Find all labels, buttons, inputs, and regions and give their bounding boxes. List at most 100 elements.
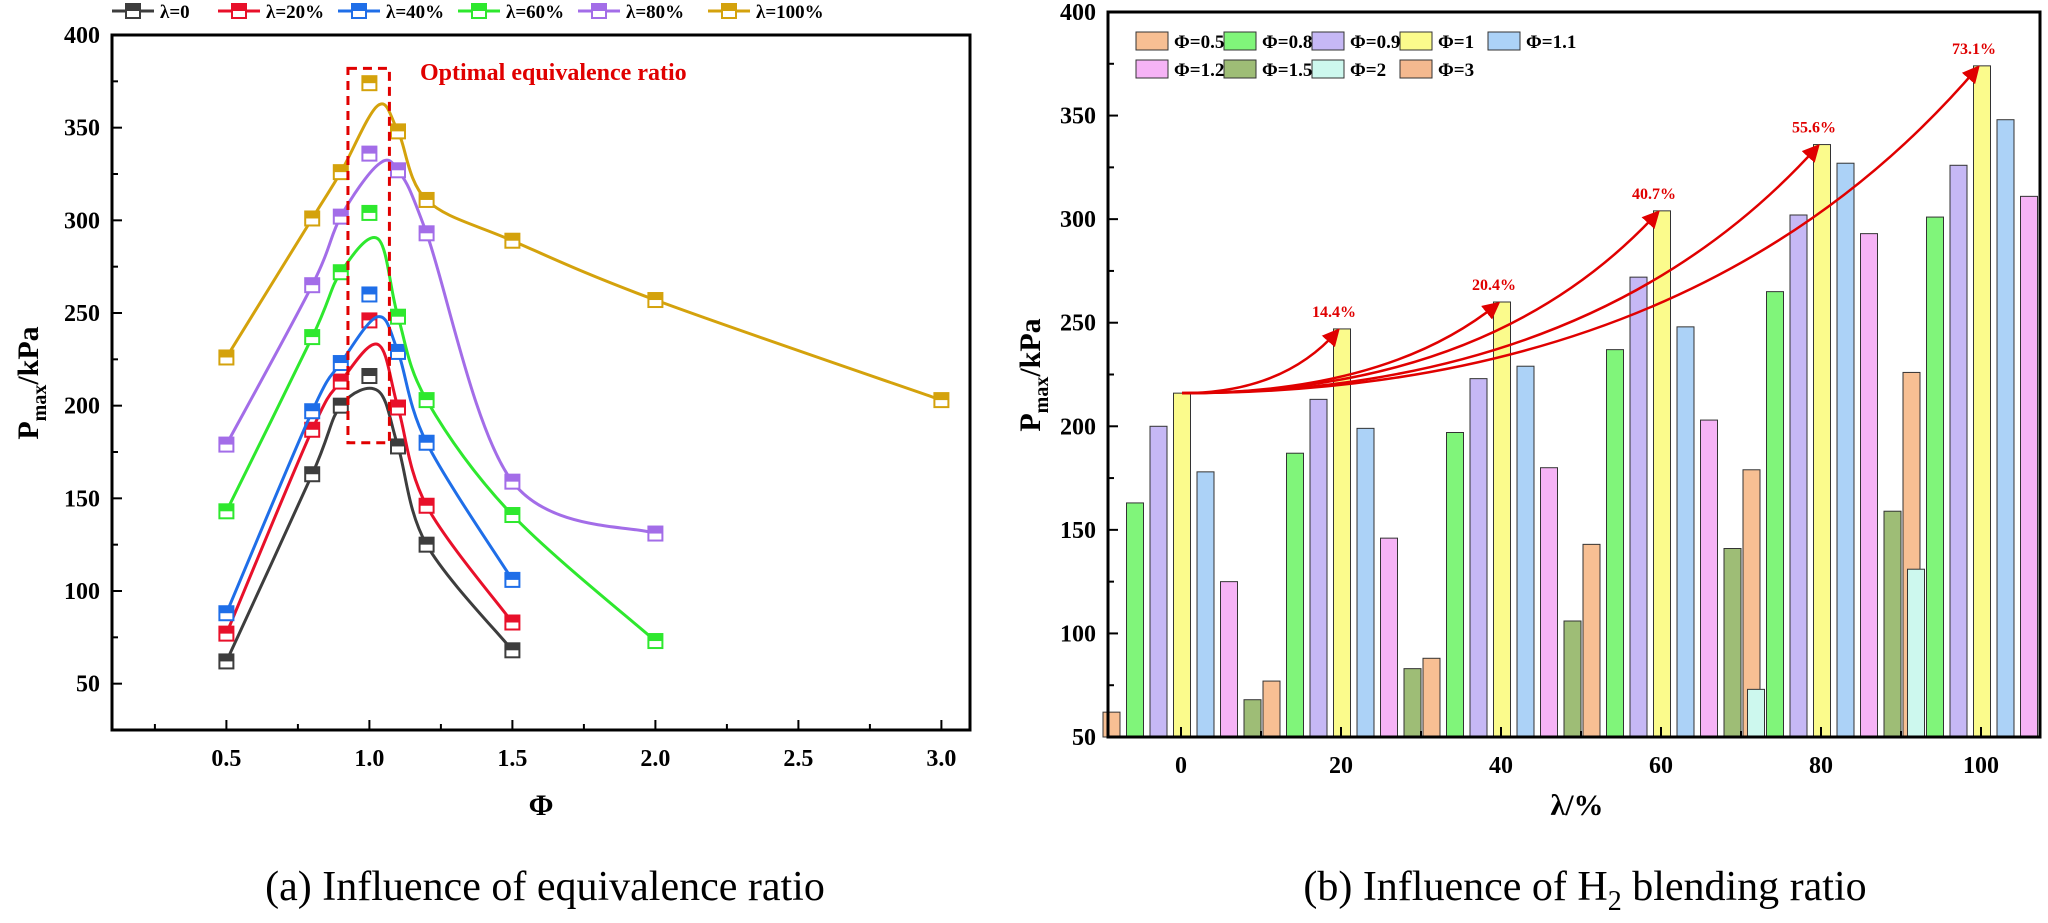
data-point-fill xyxy=(305,211,320,219)
y-tick-label: 100 xyxy=(1060,621,1096,647)
data-point-fill xyxy=(219,606,234,614)
legend-item: Φ=2 xyxy=(1311,59,1386,81)
bar-Φ=1.1-20 xyxy=(1356,427,1375,738)
bar-Φ=1.5-20 xyxy=(1403,668,1422,738)
legend-marker-fill xyxy=(352,4,366,11)
data-point-fill xyxy=(391,309,405,317)
legend-item: λ=80% xyxy=(578,2,684,23)
x-tick-label: 0.5 xyxy=(211,746,241,772)
bar-Φ=0.8-40 xyxy=(1446,432,1464,738)
bar-Φ=1.5-40 xyxy=(1563,620,1582,738)
bar-Φ=1.1-40 xyxy=(1516,365,1535,738)
y-tick-label: 350 xyxy=(64,116,100,142)
panel-b-legend: Φ=0.5 Φ=0.8 Φ=0.9 Φ=1 Φ=1.1 Φ=1.2 Φ=1.5 Φ=2 Φ=3 xyxy=(1135,31,1576,81)
legend-swatch xyxy=(1135,31,1169,51)
bar-Φ=0.8-0 xyxy=(1126,502,1144,738)
bar-Φ=1.2-40 xyxy=(1540,467,1558,738)
x-tick-label: 1.0 xyxy=(354,746,384,772)
legend-label: λ=40% xyxy=(386,2,444,23)
panel-b-caption-sub: 2 xyxy=(1608,886,1622,917)
optimal-ratio-box xyxy=(346,66,391,445)
legend-marker-fill xyxy=(592,4,606,11)
data-point-fill xyxy=(419,226,434,234)
data-point-fill xyxy=(219,654,234,662)
series-λ=40% xyxy=(218,286,521,622)
bar-Φ=0.5-0 xyxy=(1102,711,1121,738)
legend-marker-fill xyxy=(472,4,486,11)
panel-a-ylabel-unit: /kPa xyxy=(12,326,45,385)
series-line xyxy=(225,315,514,614)
data-point-fill xyxy=(362,287,377,295)
legend-marker-fill xyxy=(722,4,736,11)
panel-b-ylabel-sub: max xyxy=(1031,377,1053,414)
legend-label: Φ=0.8 xyxy=(1262,32,1312,53)
legend-label: Φ=1.5 xyxy=(1262,60,1312,81)
legend-label: Φ=1.2 xyxy=(1174,60,1224,81)
bar-Φ=1.2-80 xyxy=(1860,233,1878,738)
x-tick-label: 2.0 xyxy=(640,746,670,772)
legend-label: Φ=0.5 xyxy=(1174,32,1224,53)
data-point-fill xyxy=(305,404,320,412)
series-line xyxy=(225,236,657,643)
bar-Φ=0.5-60 xyxy=(1582,543,1601,738)
bar-Φ=1.5-80 xyxy=(1883,510,1902,738)
y-tick-label: 350 xyxy=(1060,104,1096,130)
data-point-fill xyxy=(333,398,348,406)
series-line xyxy=(225,386,514,663)
bar-Φ=1.1-0 xyxy=(1196,471,1215,738)
legend-label: λ=100% xyxy=(756,2,824,23)
panel-b-axis-ticks: 50 100 150 200 250 300 350 400 0 20 40 60 80 100 xyxy=(1060,0,1999,779)
bar-Φ=0.9-80 xyxy=(1789,214,1808,738)
y-tick-label: 250 xyxy=(64,301,100,327)
legend-label: λ=80% xyxy=(626,2,684,23)
data-point-fill xyxy=(391,344,405,352)
data-point-fill xyxy=(391,124,405,132)
data-point-fill xyxy=(419,435,434,443)
legend-item: Φ=0.8 xyxy=(1223,31,1312,53)
panel-b-caption: (b) Influence of H2 blending ratio xyxy=(1303,864,1866,917)
x-tick-label: 2.5 xyxy=(783,746,813,772)
bar-Φ=2-80 xyxy=(1907,568,1925,738)
data-point-fill xyxy=(333,165,348,173)
legend-label: Φ=2 xyxy=(1350,60,1386,81)
bar-Φ=0.8-20 xyxy=(1286,452,1304,738)
bar-Φ=1.2-60 xyxy=(1700,419,1718,738)
bar-Φ=1.5-0 xyxy=(1243,699,1262,738)
bar-Φ=1-0 xyxy=(1173,392,1191,738)
panel-a-ylabel-sub: max xyxy=(29,385,51,422)
data-point-fill xyxy=(305,467,320,475)
data-point-fill xyxy=(333,374,348,382)
data-point-fill xyxy=(505,508,520,516)
data-point-fill xyxy=(505,474,520,482)
legend-marker-fill xyxy=(232,4,246,11)
data-point-fill xyxy=(391,439,405,447)
legend-swatch xyxy=(1399,31,1433,51)
data-point-fill xyxy=(333,356,348,364)
legend-item: Φ=0.5 xyxy=(1135,31,1224,53)
data-point-fill xyxy=(419,192,434,200)
data-point-fill xyxy=(419,537,434,545)
bar-Φ=0.8-80 xyxy=(1766,291,1784,738)
legend-swatch xyxy=(1399,59,1433,79)
bar-Φ=1-80 xyxy=(1813,144,1831,738)
panel-b-caption-suffix: blending ratio xyxy=(1622,864,1867,910)
x-tick-label: 1.5 xyxy=(497,746,527,772)
panel-a-axis-ticks: 0.5 1.0 1.5 2.0 2.5 3.0 50 100 150 200 250 300 350 40… xyxy=(64,23,956,772)
increase-arrow xyxy=(1181,210,1660,395)
legend-label: Φ=1 xyxy=(1438,32,1474,53)
legend-swatch xyxy=(1223,59,1257,79)
series-λ=100% xyxy=(218,75,950,409)
data-point-fill xyxy=(362,369,377,377)
data-point-fill xyxy=(219,437,234,445)
bar-Φ=1.1-100 xyxy=(1996,119,2015,738)
y-tick-label: 300 xyxy=(64,208,100,234)
series-λ=60% xyxy=(218,204,664,650)
data-point-fill xyxy=(391,163,405,171)
bar-Φ=1-100 xyxy=(1973,65,1991,738)
increase-arrows: 14.4% 20.4% 40.7% 55.6% 73.1% xyxy=(1181,41,1996,395)
data-point-fill xyxy=(333,265,348,273)
increase-arrow xyxy=(1181,65,1980,395)
x-tick-label: 80 xyxy=(1809,753,1833,779)
bar-Φ=0.8-100 xyxy=(1926,216,1944,738)
